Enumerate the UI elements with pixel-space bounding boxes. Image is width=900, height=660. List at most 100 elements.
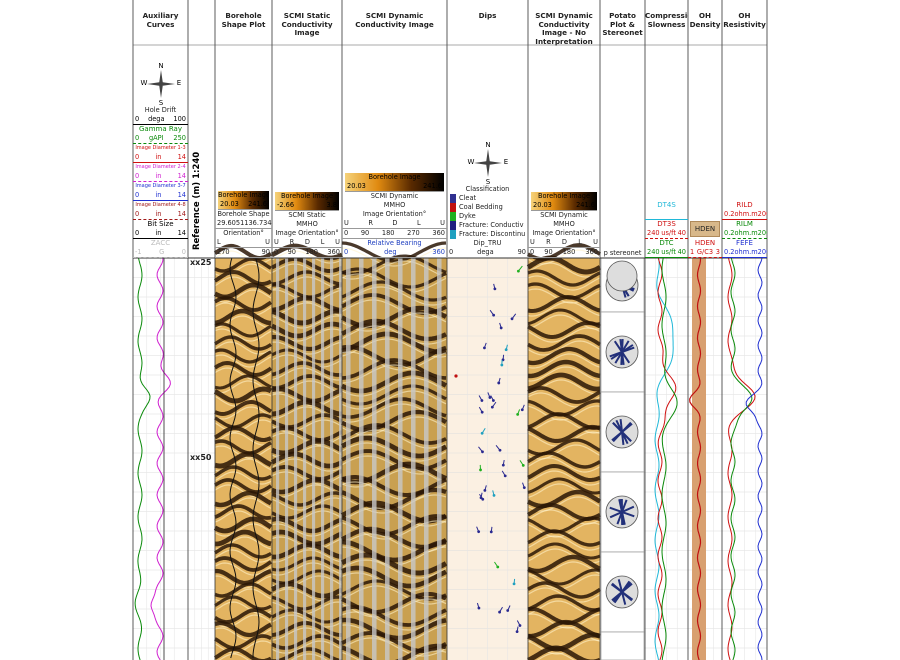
scale-label: us/ft [661, 229, 676, 237]
dip-tail [481, 427, 486, 434]
scale-row: 0 deg 360 [342, 248, 447, 258]
image-band [214, 367, 272, 381]
dip-tail [490, 526, 493, 532]
image-band [536, 652, 575, 660]
header-text: SCMI Static [288, 211, 326, 219]
colorbar-max: 241.6 [576, 201, 595, 209]
image-band [527, 359, 601, 379]
scale-label: 14 [177, 191, 186, 199]
scale-row: 0 90 180 360 [528, 248, 600, 258]
image-band [214, 296, 273, 312]
image-band [214, 289, 272, 303]
image-band [527, 424, 601, 444]
colorbar-label: Borehole Image [531, 192, 597, 201]
scale-label: 270 [217, 248, 230, 256]
image-band [527, 522, 601, 538]
colorbar-min: 20.03 [533, 201, 552, 209]
scale-label: 0 [135, 134, 140, 142]
image-band [341, 247, 447, 267]
curve-name: HDEN [694, 239, 716, 247]
image-band [214, 497, 272, 511]
dip-tail [498, 377, 501, 384]
header-rows: DT4S DT3S 240 us/ft 40 DTC 240 us/ft 40 [645, 45, 688, 258]
scale-label: 0.2 [724, 248, 735, 256]
image-band [527, 301, 601, 317]
scale-label: 90 [360, 229, 370, 237]
image-band [214, 614, 272, 628]
image-band [527, 327, 601, 343]
scale-label: U [335, 238, 340, 246]
scale-label: in [155, 172, 162, 180]
image-band [214, 601, 272, 615]
scale-label: 14 [177, 229, 186, 237]
image-band [214, 451, 273, 469]
scale-label: L [217, 238, 221, 246]
scale-label: U [593, 238, 598, 246]
image-band [214, 549, 272, 563]
colorbar-min: -2.66 [277, 201, 295, 209]
compass-label: W [140, 79, 147, 87]
scale-label: 29.6051 [217, 219, 245, 227]
header-text: Hole Drift [144, 106, 177, 114]
curve-scale: 0 in 14 [133, 153, 188, 163]
image-band [214, 328, 272, 342]
header-text: MMHO [296, 220, 318, 228]
header-text: SCMI Dynamic [370, 192, 419, 200]
pad-gap [339, 258, 343, 660]
curve-name: ZACC [150, 239, 171, 247]
curve-scale [645, 210, 688, 220]
image-band [527, 645, 600, 660]
compass-label: W [467, 158, 474, 166]
scale-label: us/ft [661, 248, 676, 256]
scale-label: L [320, 238, 325, 246]
image-band [214, 432, 272, 446]
scale-label: 180 [381, 229, 395, 237]
scale-label: 90 [287, 248, 296, 256]
header-rows: Borehole Image 20.03 241.6 SCMI Dynamic MMHO… [342, 45, 447, 258]
scale-label: D [561, 238, 567, 246]
pad-gap [285, 258, 289, 660]
scale-row: 29.6051 136.734 [215, 219, 272, 229]
image-band [527, 249, 601, 265]
dip-tail [516, 620, 521, 626]
legend-item: Fracture: Discontinu [450, 230, 528, 239]
compass-label: S [158, 99, 163, 106]
header-rows: p stereonet [600, 45, 645, 258]
dip-tail [489, 309, 495, 316]
depth-label: xx25 [190, 258, 212, 267]
pad-gap [398, 258, 403, 660]
scale-label: 0 [344, 229, 349, 237]
image-band [214, 562, 272, 576]
header-text: Image Orientation° [362, 210, 427, 218]
header-rows: Borehole Image 20.03 241.6 Borehole Shape 29… [215, 45, 272, 258]
gamma-ray [134, 257, 151, 660]
dt3s [657, 257, 677, 660]
legend-item: Cleat [450, 194, 528, 203]
header-rows: Borehole Image 20.03 241.6 SCMI Dynamic MMHO… [528, 45, 600, 258]
image-band [527, 529, 601, 547]
image-band [214, 425, 272, 443]
dip-tail [484, 485, 487, 491]
image-band [214, 471, 272, 485]
borehole-shape [252, 257, 260, 659]
track-header: Dips N W E S Classification Cleat Coal Bedding D… [447, 0, 528, 258]
image-band [214, 413, 272, 429]
scale-label: 0 [135, 229, 140, 237]
image-band [527, 477, 601, 495]
stereonet [606, 260, 638, 292]
scale-label: 0 [135, 115, 140, 123]
image-band [214, 465, 272, 481]
depth-title: Reference (m) 1:240 [192, 151, 202, 250]
compass-rose: N W E S [467, 141, 508, 185]
fefe [745, 257, 763, 660]
dip-tail [513, 578, 516, 584]
image-band [527, 619, 601, 639]
scale-label: 0 [274, 248, 279, 256]
image-band [527, 269, 601, 287]
scale-label: 0 [181, 248, 186, 256]
image-band [214, 543, 272, 559]
image-band [527, 275, 601, 291]
legend-item: Dyke [450, 212, 528, 221]
